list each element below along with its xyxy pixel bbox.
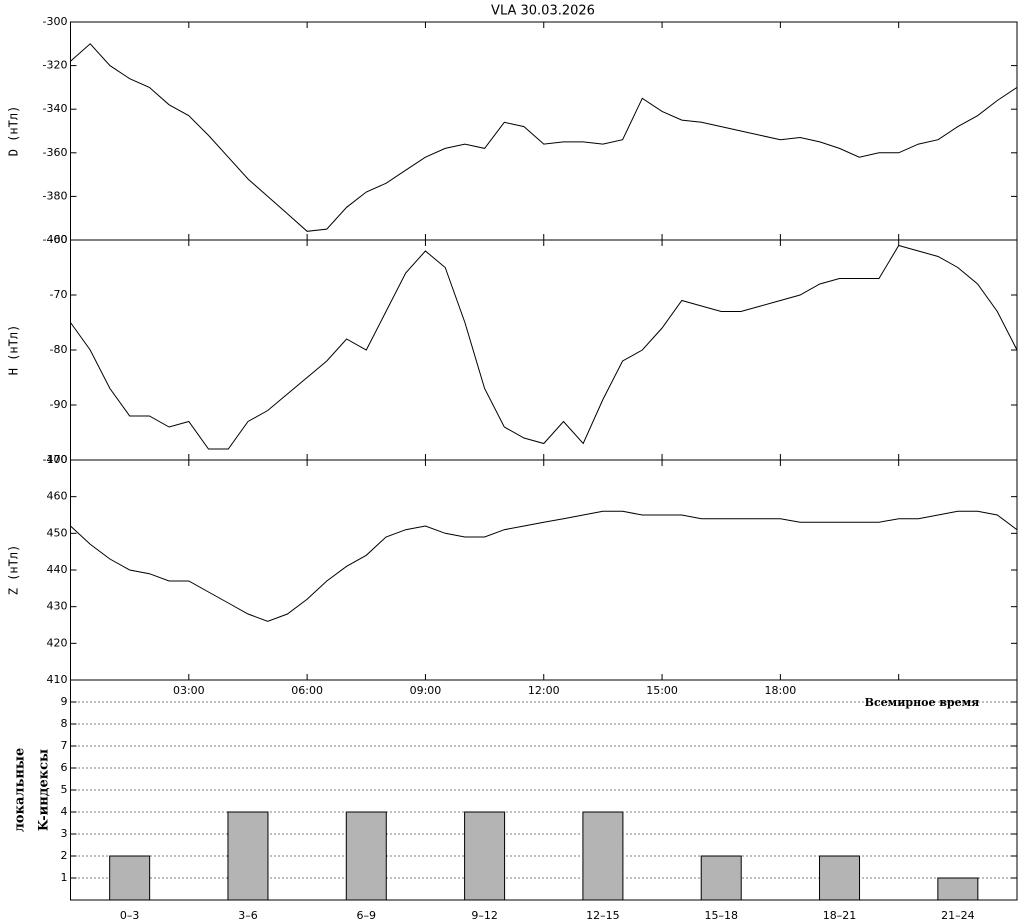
y-tick-label: -60 [50, 233, 68, 246]
y-tick-label: -360 [43, 146, 68, 159]
y-tick-label: 450 [47, 526, 68, 539]
y-tick-label: -340 [43, 102, 68, 115]
bar [345, 811, 387, 901]
y-tick-label: 4 [61, 805, 68, 818]
y-axis-label: Z (нТл) [7, 545, 21, 596]
x-axis-label: Всемирное время [865, 696, 980, 709]
data-line [70, 43, 1018, 232]
y-tick-label: -100 [43, 453, 68, 466]
y-axis-label: K-индексы [37, 749, 52, 831]
y-tick-label: -400 [43, 233, 68, 246]
x-tick-label: 6–9 [357, 909, 377, 921]
x-tick-label: 21–24 [941, 909, 975, 921]
bar [464, 811, 506, 901]
y-tick-label: 5 [61, 783, 68, 796]
x-tick-label: 3–6 [238, 909, 258, 921]
y-tick-label: 1 [61, 871, 68, 884]
x-tick-label: 18–21 [823, 909, 857, 921]
y-tick-label: -70 [50, 288, 68, 301]
y-tick-label: -300 [43, 15, 68, 28]
y-axis-label: D (нТл) [7, 106, 21, 157]
y-tick-label: 3 [61, 827, 68, 840]
x-tick-label: 03:00 [173, 684, 205, 697]
bar [582, 811, 624, 901]
y-axis-label: H (нТл) [7, 325, 21, 376]
y-tick-label: 440 [47, 563, 68, 576]
y-tick-label: -90 [50, 398, 68, 411]
bar [700, 855, 742, 901]
bar [227, 811, 269, 901]
y-tick-label: 2 [61, 849, 68, 862]
chart-title: VLA 30.03.2026 [491, 4, 595, 19]
bar [109, 855, 151, 901]
y-tick-label: 6 [61, 761, 68, 774]
x-tick-label: 15:00 [646, 684, 678, 697]
bar [937, 877, 979, 901]
x-tick-label: 9–12 [471, 909, 498, 921]
y-tick-label: -320 [43, 59, 68, 72]
data-line [70, 510, 1018, 622]
x-tick-label: 06:00 [291, 684, 323, 697]
y-tick-label: 9 [61, 695, 68, 708]
plot-frame [70, 459, 1018, 681]
x-tick-label: 15–18 [704, 909, 738, 921]
y-tick-label: 460 [47, 490, 68, 503]
bar [819, 855, 861, 901]
x-tick-label: 12–15 [586, 909, 620, 921]
y-tick-label: 430 [47, 600, 68, 613]
x-tick-label: 09:00 [410, 684, 442, 697]
x-tick-label: 12:00 [528, 684, 560, 697]
y-tick-label: 8 [61, 717, 68, 730]
x-tick-label: 18:00 [765, 684, 797, 697]
y-tick-label: -380 [43, 189, 68, 202]
data-line [70, 244, 1018, 450]
y-tick-label: 7 [61, 739, 68, 752]
y-axis-label: локальные [13, 748, 28, 832]
y-tick-label: 470 [47, 453, 68, 466]
y-tick-label: 420 [47, 636, 68, 649]
x-tick-label: 0–3 [120, 909, 140, 921]
plot-frame [70, 21, 1018, 241]
y-tick-label: 410 [47, 673, 68, 686]
y-tick-label: -80 [50, 343, 68, 356]
plot-frame [70, 239, 1018, 461]
